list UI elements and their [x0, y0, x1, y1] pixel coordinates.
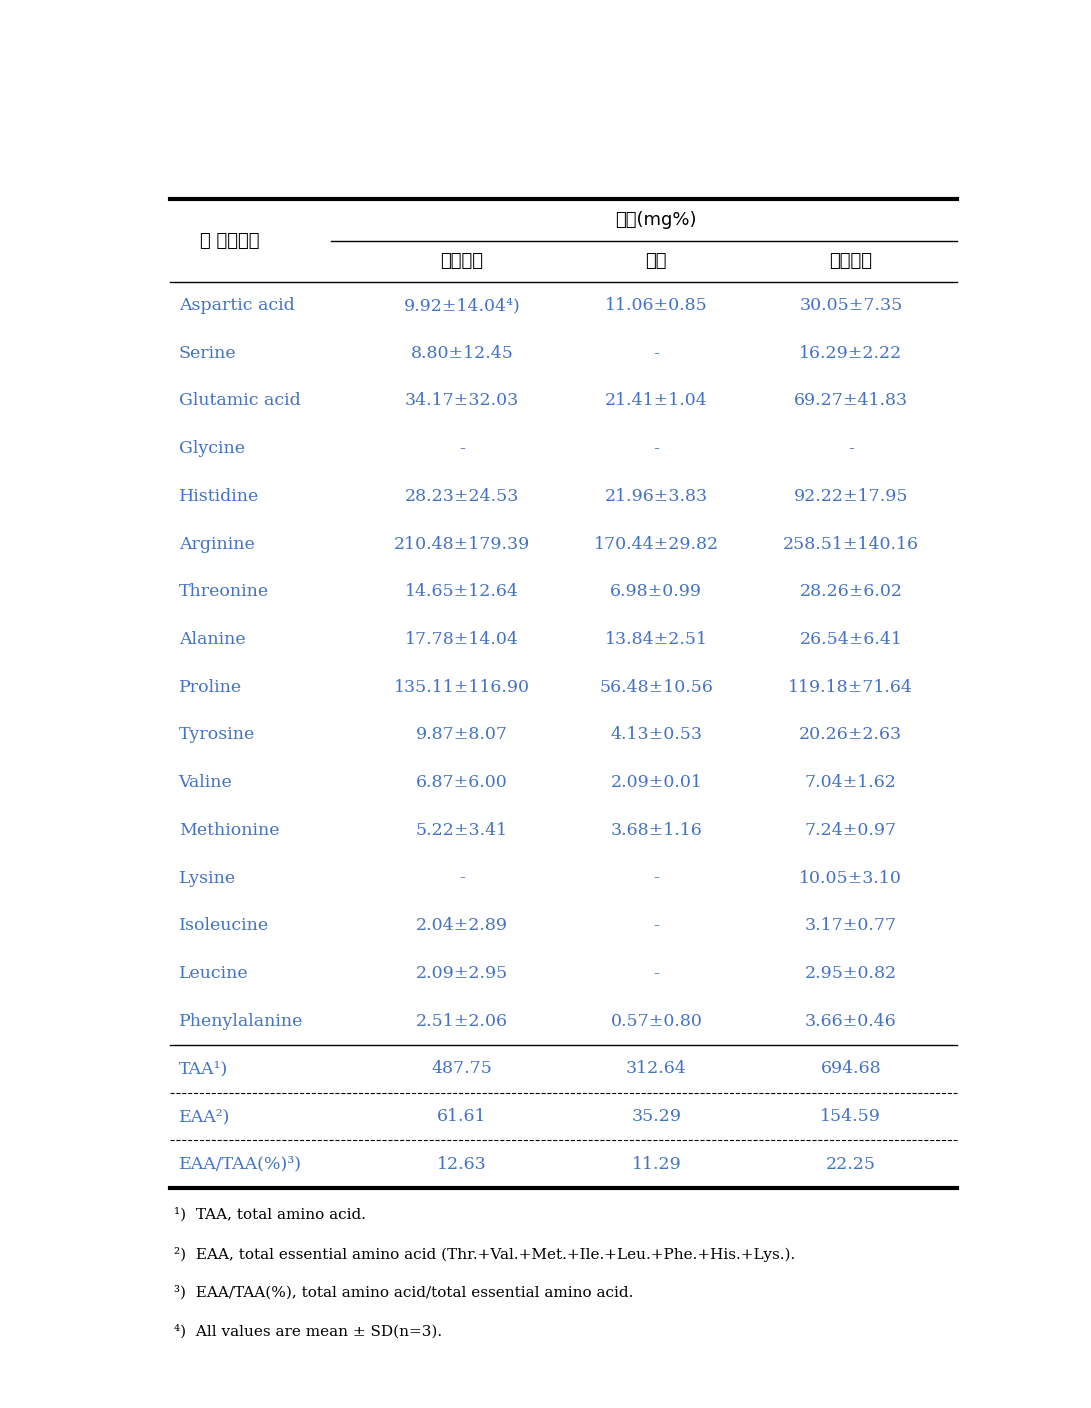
- Text: Phenylalanine: Phenylalanine: [179, 1012, 303, 1029]
- Text: Glycine: Glycine: [179, 441, 244, 458]
- Text: -: -: [459, 441, 465, 458]
- Text: 119.18±71.64: 119.18±71.64: [789, 679, 913, 696]
- Text: 3.66±0.46: 3.66±0.46: [805, 1012, 897, 1029]
- Text: 312.64: 312.64: [626, 1060, 686, 1077]
- Text: 열풍건조: 열풍건조: [441, 252, 483, 270]
- Text: 21.96±3.83: 21.96±3.83: [604, 489, 708, 505]
- Text: ¹)  TAA, total amino acid.: ¹) TAA, total amino acid.: [175, 1208, 367, 1222]
- Text: 14.65±12.64: 14.65±12.64: [405, 583, 519, 600]
- Text: 3.68±1.16: 3.68±1.16: [611, 822, 703, 839]
- Text: 음건: 음건: [646, 252, 667, 270]
- Text: Lysine: Lysine: [179, 870, 236, 887]
- Text: 0.57±0.80: 0.57±0.80: [611, 1012, 703, 1029]
- Text: 2.51±2.06: 2.51±2.06: [416, 1012, 508, 1029]
- Text: 6.87±6.00: 6.87±6.00: [416, 774, 507, 791]
- Text: 258.51±140.16: 258.51±140.16: [783, 535, 919, 552]
- Text: 21.41±1.04: 21.41±1.04: [606, 393, 708, 410]
- Text: 69.27±41.83: 69.27±41.83: [794, 393, 908, 410]
- Text: 2.04±2.89: 2.04±2.89: [416, 917, 508, 934]
- Text: Tyrosine: Tyrosine: [179, 727, 255, 743]
- Text: -: -: [654, 870, 659, 887]
- Text: TAA¹): TAA¹): [179, 1060, 228, 1077]
- Text: 7.24±0.97: 7.24±0.97: [805, 822, 897, 839]
- Text: ³)  EAA/TAA(%), total amino acid/total essential amino acid.: ³) EAA/TAA(%), total amino acid/total es…: [175, 1286, 634, 1300]
- Text: 함량(mg%): 함량(mg%): [615, 211, 697, 230]
- Text: 16.29±2.22: 16.29±2.22: [800, 345, 902, 362]
- Text: Proline: Proline: [179, 679, 242, 696]
- Text: 694.68: 694.68: [820, 1060, 882, 1077]
- Text: 26.54±6.41: 26.54±6.41: [800, 631, 902, 648]
- Text: 12.63: 12.63: [437, 1156, 487, 1173]
- Text: -: -: [654, 441, 659, 458]
- Text: 170.44±29.82: 170.44±29.82: [594, 535, 719, 552]
- Text: Serine: Serine: [179, 345, 237, 362]
- Text: 56.48±10.56: 56.48±10.56: [599, 679, 714, 696]
- Text: Arginine: Arginine: [179, 535, 254, 552]
- Text: Valine: Valine: [179, 774, 232, 791]
- Text: 13.84±2.51: 13.84±2.51: [604, 631, 708, 648]
- Text: 총 아미노산: 총 아미노산: [200, 231, 260, 249]
- Text: 135.11±116.90: 135.11±116.90: [394, 679, 530, 696]
- Text: 30.05±7.35: 30.05±7.35: [800, 297, 902, 314]
- Text: 9.92±14.04⁴): 9.92±14.04⁴): [404, 297, 520, 314]
- Text: 6.98±0.99: 6.98±0.99: [610, 583, 703, 600]
- Text: -: -: [459, 870, 465, 887]
- Text: 92.22±17.95: 92.22±17.95: [793, 489, 908, 505]
- Text: 3.17±0.77: 3.17±0.77: [805, 917, 897, 934]
- Text: Methionine: Methionine: [179, 822, 279, 839]
- Text: 11.29: 11.29: [632, 1156, 681, 1173]
- Text: 28.26±6.02: 28.26±6.02: [800, 583, 902, 600]
- Text: 20.26±2.63: 20.26±2.63: [800, 727, 902, 743]
- Text: 2.95±0.82: 2.95±0.82: [805, 964, 897, 981]
- Text: Glutamic acid: Glutamic acid: [179, 393, 300, 410]
- Text: 10.05±3.10: 10.05±3.10: [800, 870, 902, 887]
- Text: 11.06±0.85: 11.06±0.85: [606, 297, 708, 314]
- Text: 2.09±0.01: 2.09±0.01: [611, 774, 703, 791]
- Text: 5.22±3.41: 5.22±3.41: [416, 822, 508, 839]
- Text: -: -: [654, 345, 659, 362]
- Text: 17.78±14.04: 17.78±14.04: [405, 631, 519, 648]
- Text: 154.59: 154.59: [820, 1108, 882, 1125]
- Text: 35.29: 35.29: [632, 1108, 682, 1125]
- Text: -: -: [848, 441, 854, 458]
- Text: -: -: [654, 964, 659, 981]
- Text: ⁴)  All values are mean ± SD(n=3).: ⁴) All values are mean ± SD(n=3).: [175, 1325, 443, 1339]
- Text: 28.23±24.53: 28.23±24.53: [405, 489, 519, 505]
- Text: Isoleucine: Isoleucine: [179, 917, 268, 934]
- Text: 9.87±8.07: 9.87±8.07: [416, 727, 508, 743]
- Text: 22.25: 22.25: [826, 1156, 876, 1173]
- Text: Leucine: Leucine: [179, 964, 249, 981]
- Text: 210.48±179.39: 210.48±179.39: [394, 535, 530, 552]
- Text: EAA/TAA(%)³): EAA/TAA(%)³): [179, 1156, 301, 1173]
- Text: 2.09±2.95: 2.09±2.95: [416, 964, 508, 981]
- Text: 4.13±0.53: 4.13±0.53: [610, 727, 703, 743]
- Text: Histidine: Histidine: [179, 489, 259, 505]
- Text: Threonine: Threonine: [179, 583, 268, 600]
- Text: ²)  EAA, total essential amino acid (Thr.+Val.+Met.+Ile.+Leu.+Phe.+His.+Lys.).: ²) EAA, total essential amino acid (Thr.…: [175, 1246, 795, 1262]
- Text: 61.61: 61.61: [437, 1108, 487, 1125]
- Text: 487.75: 487.75: [431, 1060, 492, 1077]
- Text: -: -: [654, 917, 659, 934]
- Text: Aspartic acid: Aspartic acid: [179, 297, 295, 314]
- Text: EAA²): EAA²): [179, 1108, 230, 1125]
- Text: 34.17±32.03: 34.17±32.03: [405, 393, 519, 410]
- Text: 동결건조: 동결건조: [829, 252, 873, 270]
- Text: Alanine: Alanine: [179, 631, 245, 648]
- Text: 8.80±12.45: 8.80±12.45: [410, 345, 514, 362]
- Text: 7.04±1.62: 7.04±1.62: [805, 774, 897, 791]
